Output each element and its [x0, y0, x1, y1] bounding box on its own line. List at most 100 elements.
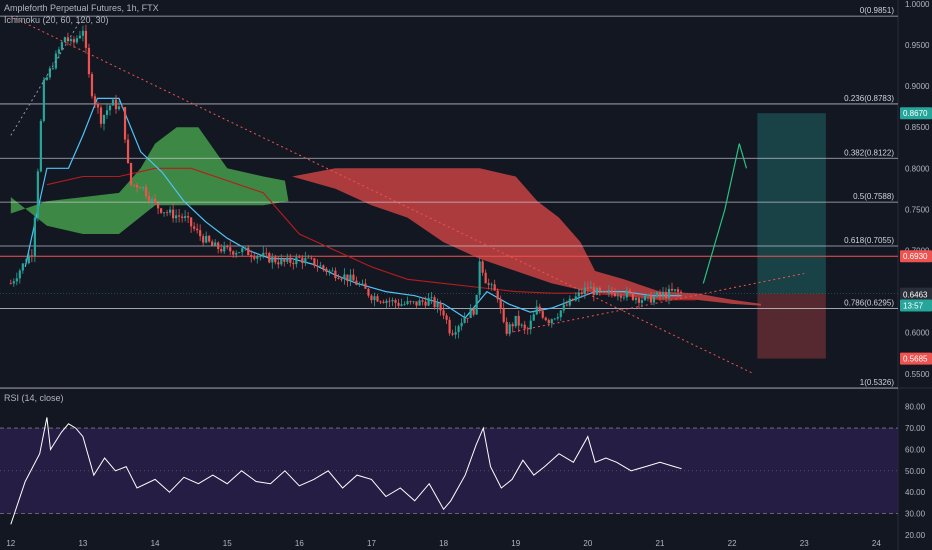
- candle-body: [550, 319, 553, 324]
- candle-body: [301, 257, 304, 264]
- candle-body: [352, 274, 355, 281]
- candle-body: [24, 263, 27, 264]
- candle-body: [511, 324, 514, 327]
- candle-body: [406, 301, 409, 304]
- candle-body: [373, 296, 376, 301]
- candle-body: [661, 292, 665, 296]
- candle-body: [196, 228, 199, 231]
- candle-body: [520, 324, 523, 326]
- candle-body: [391, 299, 394, 302]
- candle-body: [394, 299, 397, 303]
- candle-body: [589, 287, 592, 289]
- candle-body: [349, 274, 352, 282]
- candle-body: [132, 184, 136, 186]
- price-tag-label: 0.6463: [903, 291, 928, 300]
- candle-body: [42, 79, 45, 121]
- candle-body: [568, 298, 571, 306]
- time-axis-tick: 17: [367, 539, 376, 548]
- candle-body: [649, 294, 653, 303]
- candle-body: [60, 42, 64, 50]
- candle-body: [346, 274, 349, 282]
- candle-body: [328, 270, 331, 272]
- candle-body: [117, 106, 121, 110]
- candle-body: [295, 257, 298, 265]
- candle-body: [169, 209, 172, 213]
- candle-body: [36, 171, 39, 218]
- candle-body: [156, 203, 160, 209]
- candle-body: [190, 217, 193, 227]
- candle-body: [427, 297, 430, 306]
- time-axis-tick: 13: [78, 539, 87, 548]
- candle-body: [340, 278, 343, 280]
- candle-body: [337, 278, 340, 279]
- candle-body: [105, 110, 109, 115]
- candle-body: [601, 291, 604, 293]
- candle-body: [144, 186, 148, 197]
- position-stop-zone: [757, 293, 826, 359]
- candle-body: [358, 284, 361, 285]
- candle-body: [553, 318, 556, 320]
- candle-body: [178, 215, 181, 217]
- candle-body: [493, 284, 496, 291]
- candle-body: [631, 292, 635, 300]
- candle-body: [610, 290, 613, 294]
- candle-body: [667, 288, 671, 298]
- rsi-axis-tick: 50.00: [905, 467, 926, 476]
- price-axis-tick: 0.8500: [905, 123, 930, 132]
- time-axis-tick: 12: [6, 539, 15, 548]
- candle-body: [310, 257, 313, 259]
- candle-body: [48, 68, 51, 78]
- candle-body: [45, 77, 48, 80]
- fib-level-label: 0.5(0.7588): [853, 192, 894, 201]
- candle-body: [120, 106, 124, 108]
- candle-body: [574, 296, 577, 301]
- candle-body: [475, 294, 478, 315]
- candle-body: [532, 314, 535, 321]
- candle-body: [628, 290, 632, 293]
- fib-level-label: 0.382(0.8122): [844, 148, 894, 157]
- time-axis-tick: 21: [656, 539, 665, 548]
- rsi-axis-tick: 80.00: [905, 403, 926, 412]
- candle-body: [418, 300, 421, 306]
- time-axis-tick: 18: [439, 539, 448, 548]
- candle-body: [54, 53, 57, 69]
- fib-level-label: 0.236(0.8783): [844, 94, 894, 103]
- candle-body: [676, 289, 680, 292]
- candle-body: [433, 297, 436, 308]
- candle-body: [129, 162, 133, 185]
- candle-body: [523, 324, 526, 329]
- price-axis-tick: 0.9500: [905, 41, 930, 50]
- projection-arrow: [702, 143, 748, 284]
- candle-body: [271, 257, 274, 263]
- ichimoku-tenkan-line: [24, 97, 682, 319]
- candle-body: [664, 292, 668, 298]
- candle-body: [403, 303, 406, 305]
- candle-body: [280, 258, 283, 265]
- candle-body: [571, 298, 574, 301]
- candle-body: [217, 242, 220, 250]
- candle-body: [223, 245, 226, 252]
- fib-level-label: 0.618(0.7055): [844, 236, 894, 245]
- candle-body: [102, 114, 106, 124]
- fib-level-label: 0.786(0.6295): [844, 298, 894, 307]
- candle-body: [286, 257, 289, 262]
- candle-body: [322, 265, 325, 269]
- candle-body: [379, 301, 382, 303]
- candle-body: [508, 324, 511, 334]
- candle-body: [331, 270, 334, 272]
- price-axis-tick: 0.7500: [905, 205, 930, 214]
- candle-body: [292, 262, 295, 265]
- candle-body: [385, 300, 388, 303]
- price-tag-label: 0.6930: [903, 252, 928, 261]
- price-axis-tick: 0.5500: [905, 370, 930, 379]
- candle-body: [652, 296, 656, 303]
- candle-body: [382, 301, 385, 303]
- fib-level-label: 1(0.5326): [860, 378, 895, 387]
- candle-body: [463, 317, 466, 323]
- time-axis-tick: 20: [583, 539, 592, 548]
- trendline: [508, 273, 805, 334]
- candle-body: [499, 299, 502, 309]
- candle-body: [343, 274, 346, 279]
- candle-body: [262, 252, 265, 256]
